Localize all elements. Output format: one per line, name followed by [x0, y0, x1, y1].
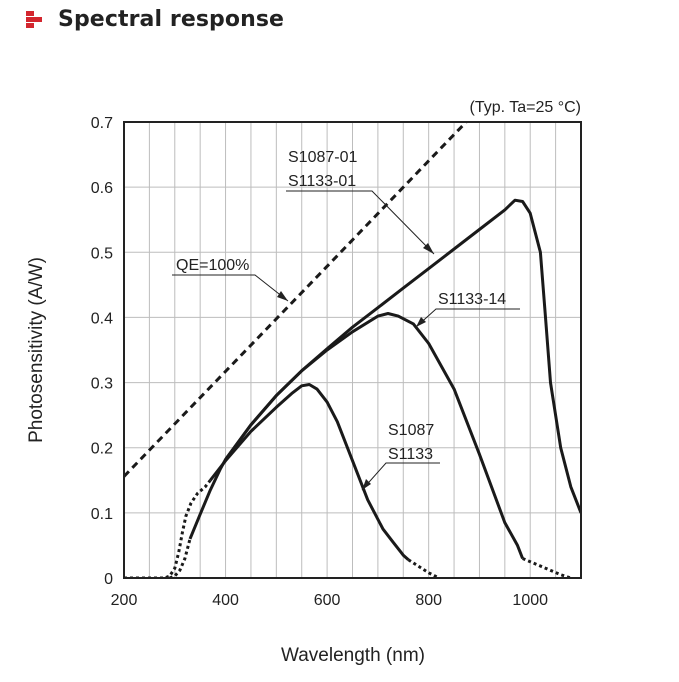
y-tick-label: 0.5 — [91, 245, 113, 262]
label-s1133-01: S1133-01 — [288, 173, 356, 190]
y-tick-label: 0.1 — [91, 506, 113, 523]
x-axis-label: Wavelength (nm) — [281, 645, 425, 666]
leader-s1087-01 — [286, 190, 435, 255]
y-tick-label: 0 — [104, 571, 113, 588]
x-tick-label: 600 — [314, 592, 341, 609]
x-tick-label: 1000 — [512, 592, 548, 609]
y-tick-label: 0.7 — [91, 115, 113, 132]
y-tick-label: 0.3 — [91, 376, 113, 393]
x-tick-label: 400 — [212, 592, 239, 609]
series-line — [124, 479, 212, 578]
x-tick-label: 200 — [111, 592, 138, 609]
brand-icon — [26, 11, 48, 28]
series-group — [124, 122, 581, 578]
label-s1087-s1133: S1087 S1133 — [361, 422, 440, 491]
label-s1087-01: S1087-01 — [288, 149, 357, 166]
series-line — [169, 538, 192, 578]
arrowhead-qe — [277, 291, 288, 301]
section-header: Spectral response — [26, 4, 284, 34]
series-line — [522, 557, 572, 578]
plot-frame — [123, 121, 582, 579]
series-line — [407, 558, 440, 578]
condition-note: (Typ. Ta=25 °C) — [470, 99, 581, 116]
leader-s1087 — [361, 462, 440, 491]
y-tick-label: 0.6 — [91, 180, 113, 197]
y-tick-label: 0.4 — [91, 310, 113, 327]
x-axis-ticks: 200 400 600 800 1000 — [111, 592, 548, 609]
label-s1133-14: S1133-14 — [415, 291, 520, 328]
s1133-14-label: S1133-14 — [438, 291, 506, 308]
arrowhead-s1087-01 — [423, 243, 434, 254]
s1133-label: S1133 — [388, 446, 433, 463]
y-tick-label: 0.2 — [91, 441, 113, 458]
page-title: Spectral response — [58, 6, 285, 32]
grid — [124, 122, 581, 578]
series-line — [188, 198, 581, 540]
s1087-label: S1087 — [388, 422, 434, 439]
y-axis-ticks: 0 0.1 0.2 0.3 0.4 0.5 0.6 0.7 — [91, 115, 113, 588]
y-axis-label: Photosensitivity (A/W) — [26, 257, 47, 443]
annotations: S1087-01 S1133-01 QE=100% S1133-14 S1087… — [172, 149, 520, 491]
label-s1087-01-s1133-01: S1087-01 S1133-01 — [286, 149, 435, 255]
arrowhead-s1133-14 — [416, 317, 426, 327]
qe-label: QE=100% — [176, 257, 249, 274]
series-line — [224, 312, 524, 560]
series-line — [209, 383, 410, 561]
x-tick-label: 800 — [415, 592, 442, 609]
arrowhead-s1087 — [362, 479, 371, 490]
leader-qe — [172, 274, 289, 302]
label-qe: QE=100% — [172, 257, 289, 302]
